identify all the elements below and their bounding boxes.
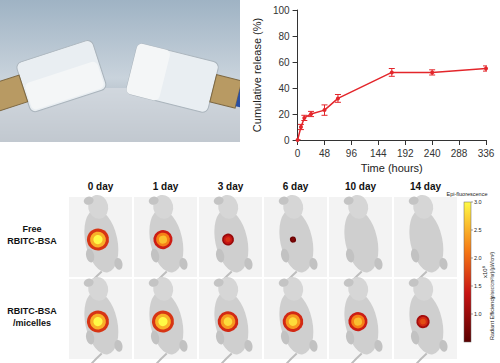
svg-text:RBITC-BSA: RBITC-BSA [7, 236, 57, 246]
svg-text:10 day: 10 day [345, 181, 377, 192]
svg-text:0: 0 [284, 135, 290, 146]
svg-text:Radiant Efficiency: Radiant Efficiency [489, 296, 495, 340]
svg-text:Time (hours): Time (hours) [361, 162, 423, 174]
svg-text:100: 100 [273, 5, 290, 16]
svg-text:Epi-fluorescence: Epi-fluorescence [447, 191, 488, 197]
svg-text:3.0: 3.0 [474, 199, 482, 205]
svg-text:6 day: 6 day [283, 181, 309, 192]
svg-text:336: 336 [478, 148, 495, 159]
svg-text:80: 80 [278, 31, 290, 42]
svg-text:288: 288 [451, 148, 468, 159]
svg-text:240: 240 [424, 148, 441, 159]
svg-text:2.5: 2.5 [474, 227, 482, 233]
svg-text:60: 60 [278, 57, 290, 68]
svg-text:1 day: 1 day [153, 181, 179, 192]
svg-text:0 day: 0 day [88, 181, 114, 192]
svg-text:14 day: 14 day [410, 181, 442, 192]
svg-text:48: 48 [319, 148, 331, 159]
svg-text:Cumulative release (%): Cumulative release (%) [251, 18, 263, 132]
svg-text:96: 96 [346, 148, 358, 159]
svg-text:Free: Free [22, 224, 41, 234]
svg-text:(p/sec/cm²/sr)/(µW/cm²): (p/sec/cm²/sr)/(µW/cm²) [490, 252, 495, 300]
svg-text:192: 192 [397, 148, 414, 159]
svg-text:144: 144 [370, 148, 387, 159]
svg-text:3 day: 3 day [218, 181, 244, 192]
svg-text:40: 40 [278, 83, 290, 94]
svg-text:RBITC-BSA: RBITC-BSA [7, 306, 57, 316]
svg-text:x10⁸: x10⁸ [482, 265, 488, 278]
svg-text:0: 0 [295, 148, 301, 159]
svg-text:20: 20 [278, 109, 290, 120]
svg-text:1.5: 1.5 [474, 283, 482, 289]
svg-text:/micelles: /micelles [13, 318, 51, 328]
svg-text:1.0: 1.0 [474, 311, 482, 317]
svg-text:2.0: 2.0 [474, 255, 482, 261]
